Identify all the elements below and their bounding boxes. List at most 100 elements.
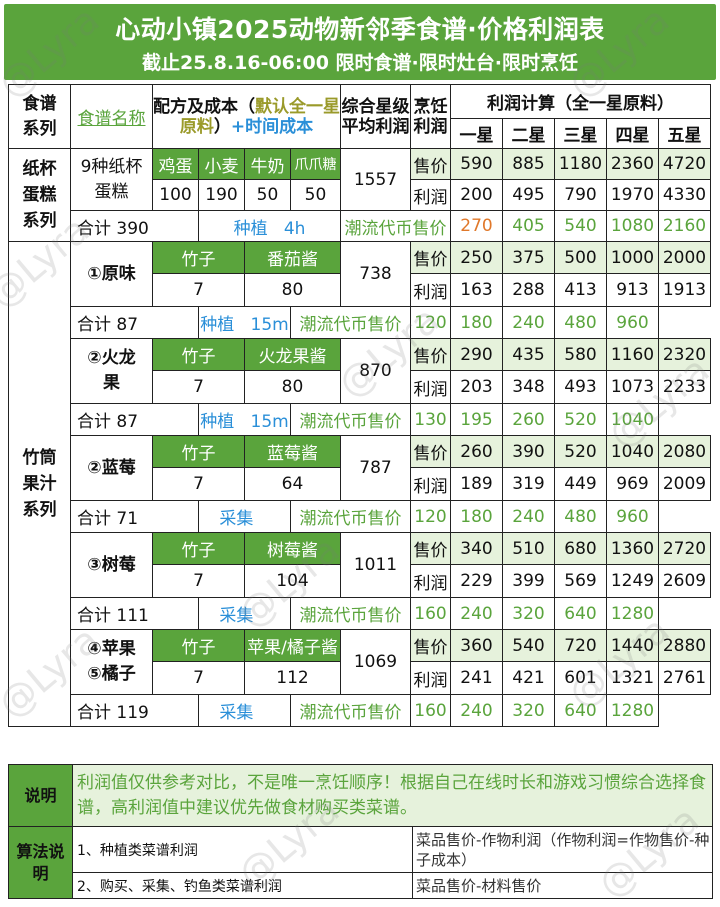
sell-value: 390	[502, 435, 555, 468]
table-row: 合计 111 采集 潮流代币售价 160 240 320 640 1280	[9, 597, 711, 630]
profit-value: 2009	[658, 467, 711, 501]
trend-value: 160	[410, 694, 451, 727]
trend-label: 潮流代币售价	[290, 597, 411, 630]
trend-value: 240	[502, 306, 555, 339]
time-cost: 种植 15m	[198, 306, 291, 339]
table-row: 合计 71 采集 潮流代币售价 120 180 240 480 960	[9, 500, 711, 533]
profit-label: 利润	[410, 273, 451, 307]
sell-value: 885	[502, 148, 555, 180]
table-row: 7 80 利润 203 348 493 1073 2233	[9, 370, 711, 404]
table-row: 纸杯 蛋糕 系列 9种纸杯 蛋糕 鸡蛋 小麦 牛奶 爪爪糖 1557 售价 590 8…	[8, 148, 711, 242]
sell-value: 1160	[606, 338, 659, 371]
time-cost: 种植 4h	[198, 210, 341, 242]
table-row: 合计 87 种植 15m 潮流代币售价 120 180 240 480 960	[9, 306, 711, 339]
header-star-1: 一星	[450, 118, 503, 149]
trend-value: 1080	[606, 210, 659, 242]
trend-value: 240	[450, 694, 503, 727]
trend-value: 1280	[606, 694, 659, 727]
header-star-3: 三星	[554, 118, 607, 149]
table-row: 竹筒 果汁 系列 ①原味 竹子 番茄酱 738 售价 250 375 500 1000 2000	[8, 241, 711, 727]
header-recipe-name: 食谱名称	[70, 84, 153, 149]
sell-value: 340	[450, 532, 503, 565]
profit-value: 189	[450, 467, 503, 501]
series-cupcake: 纸杯 蛋糕 系列	[8, 148, 71, 242]
cost-cell: 7	[152, 467, 245, 501]
cost-cell: 7	[152, 564, 245, 598]
sell-value: 1000	[606, 241, 659, 274]
algo-buy: 2、购买、采集、钓鱼类菜谱利润	[72, 872, 413, 899]
header-star-4: 四星	[606, 118, 659, 149]
ingredient-cell: 树莓酱	[244, 532, 341, 565]
profit-value: 421	[502, 661, 555, 695]
table-row: ③树莓 竹子 树莓酱 1011 售价 340 510 680 1360 2720	[9, 532, 711, 598]
table-row: 合计 390 种植 4h 潮流代币售价 270 405 540 1080 216…	[9, 210, 711, 242]
profit-label: 利润	[410, 661, 451, 695]
ingredient-cell: 小麦	[198, 148, 245, 180]
recipe-name-juice: ③树莓	[70, 532, 153, 598]
profit-value: 1321	[606, 661, 659, 695]
profit-value: 493	[554, 370, 607, 404]
trend-value: 520	[554, 403, 607, 436]
sell-label: 售价	[410, 241, 451, 274]
profit-label: 利润	[410, 467, 451, 501]
sell-value: 540	[502, 629, 555, 662]
trend-value: 180	[450, 306, 503, 339]
time-cost: 采集	[198, 500, 291, 533]
time-cost: 种植 15m	[198, 403, 291, 436]
profit-value: 203	[450, 370, 503, 404]
notes-table: 说明 利润值仅供参考对比，不是唯一烹饪顺序！根据自己在线时长和游戏习惯综合选择食…	[8, 764, 713, 899]
profit-value: 288	[502, 273, 555, 307]
ingredient-cell: 番茄酱	[244, 241, 341, 274]
ingredient-cell: 竹子	[152, 532, 245, 565]
sell-label: 售价	[410, 532, 451, 565]
profit-value: 449	[554, 467, 607, 501]
trend-value: 195	[450, 403, 503, 436]
sell-value: 375	[502, 241, 555, 274]
sell-value: 2000	[658, 241, 711, 274]
profit-value: 1073	[606, 370, 659, 404]
cost-cell: 50	[244, 179, 291, 211]
trend-value: 480	[554, 306, 607, 339]
trend-value: 320	[502, 694, 555, 727]
avg-profit: 1069	[340, 629, 411, 695]
recipe-name-juice: ②火龙果	[70, 338, 153, 404]
cost-cell: 50	[290, 179, 341, 211]
trend-value: 640	[554, 597, 607, 630]
avg-profit: 870	[340, 338, 411, 404]
profit-value: 790	[554, 179, 607, 211]
profit-value: 913	[606, 273, 659, 307]
profit-value: 229	[450, 564, 503, 598]
cost-cell: 7	[152, 661, 245, 695]
avg-profit: 787	[340, 435, 411, 501]
profit-value: 1913	[658, 273, 711, 307]
table-row: 合计 87 种植 15m 潮流代币售价 130 195 260 520 1040	[9, 403, 711, 436]
ingredient-cell: 竹子	[152, 241, 245, 274]
sell-value: 2880	[658, 629, 711, 662]
trend-value: 160	[410, 597, 451, 630]
sell-value: 590	[450, 148, 503, 180]
trend-value: 1280	[606, 597, 659, 630]
profit-label: 利润	[410, 370, 451, 404]
cost-cell: 64	[244, 467, 341, 501]
table-row: ④苹果 ⑤橘子 竹子 苹果/橘子酱 1069 售价 360 540 720 1440 2880	[9, 629, 711, 695]
title-banner: 心动小镇2025动物新邻季食谱·价格利润表 截止25.8.16-06:00 限时…	[4, 4, 716, 80]
trend-value: 260	[502, 403, 555, 436]
table-row: 7 64 利润 189 319 449 969 2009	[9, 467, 711, 501]
total-cost: 合计 111	[70, 597, 199, 630]
trend-value: 960	[606, 306, 659, 339]
ingredient-cell: 苹果/橘子酱	[244, 629, 341, 662]
page-title: 心动小镇2025动物新邻季食谱·价格利润表	[115, 15, 605, 44]
sell-value: 2320	[658, 338, 711, 371]
cost-cell: 7	[152, 370, 245, 404]
cost-cell: 104	[244, 564, 341, 598]
sell-label: 售价	[410, 338, 451, 371]
algo-planting-formula: 菜品售价-作物利润（作物利润=作物售价-种子成本）	[412, 826, 713, 873]
algo-planting: 1、种植类菜谱利润	[72, 826, 413, 873]
cost-cell: 112	[244, 661, 341, 695]
trend-value: 130	[410, 403, 451, 436]
sell-value: 360	[450, 629, 503, 662]
avg-profit: 1011	[340, 532, 411, 598]
ingredient-cell: 蓝莓酱	[244, 435, 341, 468]
trend-label: 潮流代币售价	[340, 210, 451, 242]
algo-label: 算法说明	[8, 826, 73, 899]
